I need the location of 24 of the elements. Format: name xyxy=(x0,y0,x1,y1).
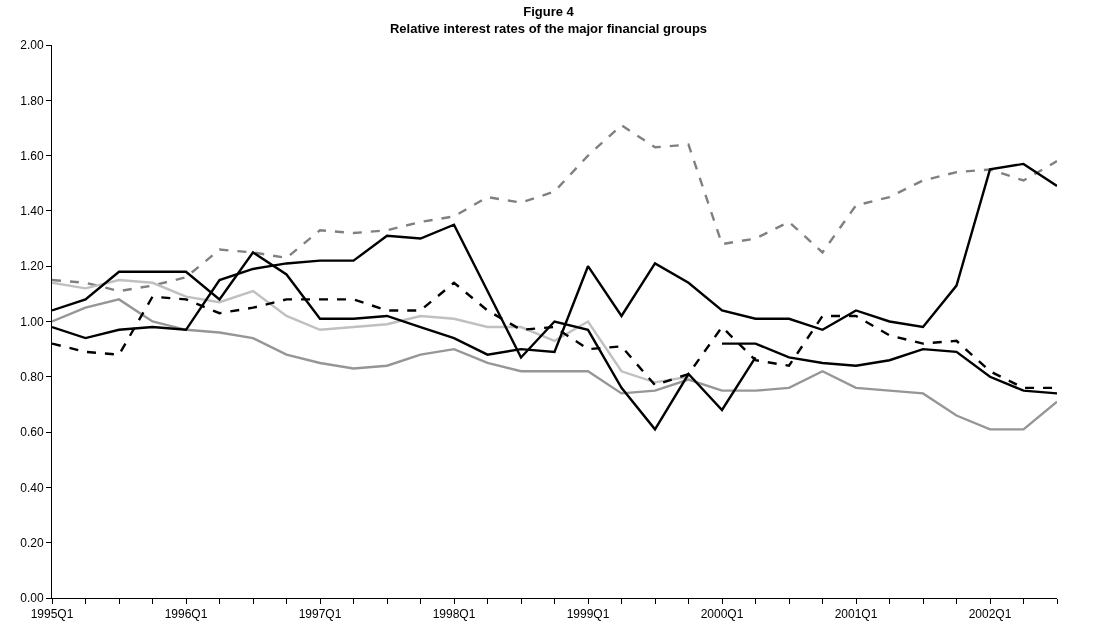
y-tick-label: 2.00 xyxy=(20,38,44,53)
x-tick-label: 2001Q1 xyxy=(834,607,878,622)
y-tick-label: 1.80 xyxy=(20,93,44,108)
x-tick-label: 1996Q1 xyxy=(164,607,208,622)
y-tick-label: 1.00 xyxy=(20,314,44,329)
line-series xyxy=(52,298,1057,431)
line-series xyxy=(52,123,1057,293)
y-tick-label: 0.60 xyxy=(20,425,44,440)
y-tick-label: 1.20 xyxy=(20,259,44,274)
line-series xyxy=(52,278,690,384)
y-tick-label: 0.80 xyxy=(20,370,44,384)
x-tick-label: 2002Q1 xyxy=(968,607,1012,622)
y-tick-label: 0.20 xyxy=(20,535,44,550)
x-tick-label: 2000Q1 xyxy=(700,607,744,622)
chart-title: Figure 4 xyxy=(523,3,575,19)
x-tick-label: 1999Q1 xyxy=(566,607,610,622)
y-tick-label: 0.00 xyxy=(20,591,44,606)
x-tick-label: 1997Q1 xyxy=(298,607,342,622)
chart-subtitle: Relative interest rates of the major financial groups xyxy=(389,20,708,36)
y-tick-label: 0.40 xyxy=(20,480,44,495)
x-tick-label: 1998Q1 xyxy=(432,607,476,622)
x-tick-label: 1995Q1 xyxy=(30,607,74,622)
y-tick-label: 1.60 xyxy=(20,148,44,163)
y-tick-label: 1.40 xyxy=(20,204,44,219)
